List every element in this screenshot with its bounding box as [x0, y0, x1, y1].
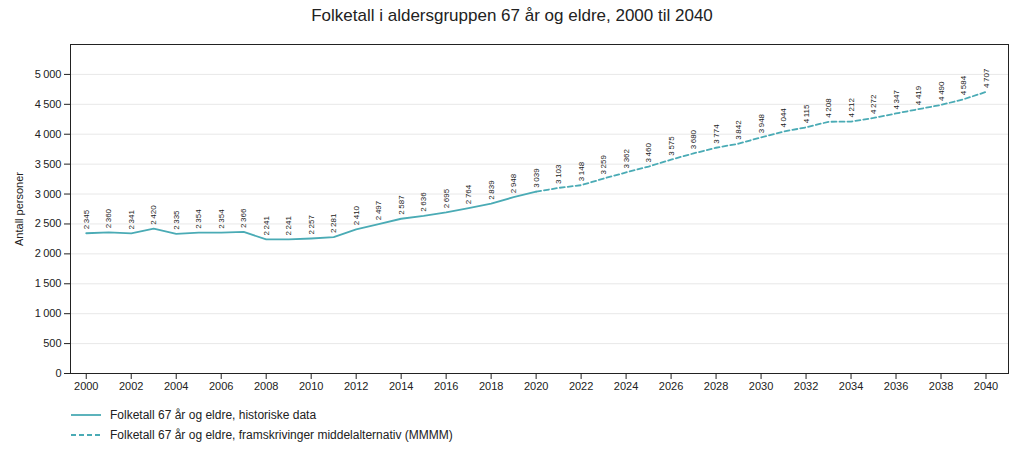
- svg-text:2 345: 2 345: [82, 209, 91, 229]
- svg-text:2 354: 2 354: [194, 209, 203, 229]
- svg-text:2 335: 2 335: [172, 210, 181, 230]
- svg-text:3 259: 3 259: [599, 155, 608, 175]
- svg-text:2 420: 2 420: [149, 205, 158, 225]
- svg-text:4 500: 4 500: [35, 98, 62, 110]
- svg-text:2 000: 2 000: [35, 247, 62, 259]
- svg-text:4 272: 4 272: [869, 94, 878, 114]
- svg-text:2034: 2034: [839, 380, 863, 392]
- svg-text:2020: 2020: [524, 380, 548, 392]
- svg-text:2 360: 2 360: [104, 208, 113, 228]
- svg-text:3 039: 3 039: [532, 168, 541, 188]
- svg-text:2000: 2000: [74, 380, 98, 392]
- svg-text:3 575: 3 575: [667, 136, 676, 156]
- svg-text:2 497: 2 497: [374, 200, 383, 220]
- svg-text:5 000: 5 000: [35, 68, 62, 80]
- svg-text:4 000: 4 000: [35, 128, 62, 140]
- svg-text:2028: 2028: [704, 380, 728, 392]
- svg-text:4 584: 4 584: [959, 75, 968, 95]
- svg-text:2 366: 2 366: [239, 208, 248, 228]
- svg-text:3 948: 3 948: [757, 113, 766, 133]
- svg-text:3 362: 3 362: [622, 148, 631, 168]
- svg-text:4 347: 4 347: [892, 90, 901, 110]
- svg-text:2 241: 2 241: [262, 215, 271, 235]
- svg-text:2030: 2030: [749, 380, 773, 392]
- svg-text:2 354: 2 354: [217, 209, 226, 229]
- svg-text:4 707: 4 707: [982, 68, 991, 88]
- svg-text:2 764: 2 764: [464, 184, 473, 204]
- svg-text:4 212: 4 212: [847, 98, 856, 118]
- svg-text:2 636: 2 636: [419, 192, 428, 212]
- svg-text:3 148: 3 148: [577, 161, 586, 181]
- svg-text:2008: 2008: [254, 380, 278, 392]
- svg-text:2 341: 2 341: [127, 210, 136, 230]
- svg-text:2024: 2024: [614, 380, 638, 392]
- svg-text:3 500: 3 500: [35, 158, 62, 170]
- svg-text:3 460: 3 460: [644, 143, 653, 163]
- html-text:Folketall i aldersgruppen 67 å: Folketall i aldersgruppen 67 år og eldre…: [311, 6, 713, 25]
- svg-text:3 000: 3 000: [35, 188, 62, 200]
- svg-text:2006: 2006: [209, 380, 233, 392]
- svg-text:2002: 2002: [119, 380, 143, 392]
- svg-text:2016: 2016: [434, 380, 458, 392]
- svg-text:2012: 2012: [344, 380, 368, 392]
- svg-text:2036: 2036: [884, 380, 908, 392]
- svg-text:1 000: 1 000: [35, 307, 62, 319]
- svg-text:2004: 2004: [164, 380, 188, 392]
- svg-text:3 842: 3 842: [734, 120, 743, 140]
- svg-text:3 774: 3 774: [712, 124, 721, 144]
- html-text:Folketall 67 år og eldre, fram: Folketall 67 år og eldre, framskrivinger…: [110, 428, 453, 442]
- svg-text:2032: 2032: [794, 380, 818, 392]
- svg-text:2014: 2014: [389, 380, 413, 392]
- svg-text:500: 500: [43, 337, 61, 349]
- html-text:Folketall 67 år og eldre, hist: Folketall 67 år og eldre, historiske dat…: [110, 408, 317, 422]
- svg-text:2 500: 2 500: [35, 217, 62, 229]
- svg-text:4 208: 4 208: [824, 98, 833, 118]
- svg-text:4 490: 4 490: [937, 81, 946, 101]
- svg-text:2 587: 2 587: [397, 195, 406, 215]
- svg-text:2022: 2022: [569, 380, 593, 392]
- svg-text:4 044: 4 044: [779, 108, 788, 128]
- svg-text:2 839: 2 839: [487, 180, 496, 200]
- svg-text:2038: 2038: [929, 380, 953, 392]
- svg-text:0: 0: [55, 367, 61, 379]
- svg-text:4 115: 4 115: [802, 104, 811, 123]
- svg-text:2 948: 2 948: [509, 173, 518, 193]
- svg-text:2 241: 2 241: [284, 215, 293, 235]
- svg-text:2 257: 2 257: [307, 215, 316, 235]
- svg-text:1 500: 1 500: [35, 277, 62, 289]
- svg-text:4 419: 4 419: [914, 85, 923, 105]
- svg-text:2040: 2040: [974, 380, 998, 392]
- svg-text:2026: 2026: [659, 380, 683, 392]
- svg-text:2 695: 2 695: [442, 188, 451, 208]
- svg-text:2010: 2010: [299, 380, 323, 392]
- svg-text:2018: 2018: [479, 380, 503, 392]
- svg-text:2 281: 2 281: [329, 213, 338, 233]
- svg-text:Antall personer: Antall personer: [13, 172, 25, 246]
- svg-text:3 680: 3 680: [689, 129, 698, 149]
- svg-text:2 410: 2 410: [352, 205, 361, 225]
- svg-text:3 103: 3 103: [554, 164, 563, 184]
